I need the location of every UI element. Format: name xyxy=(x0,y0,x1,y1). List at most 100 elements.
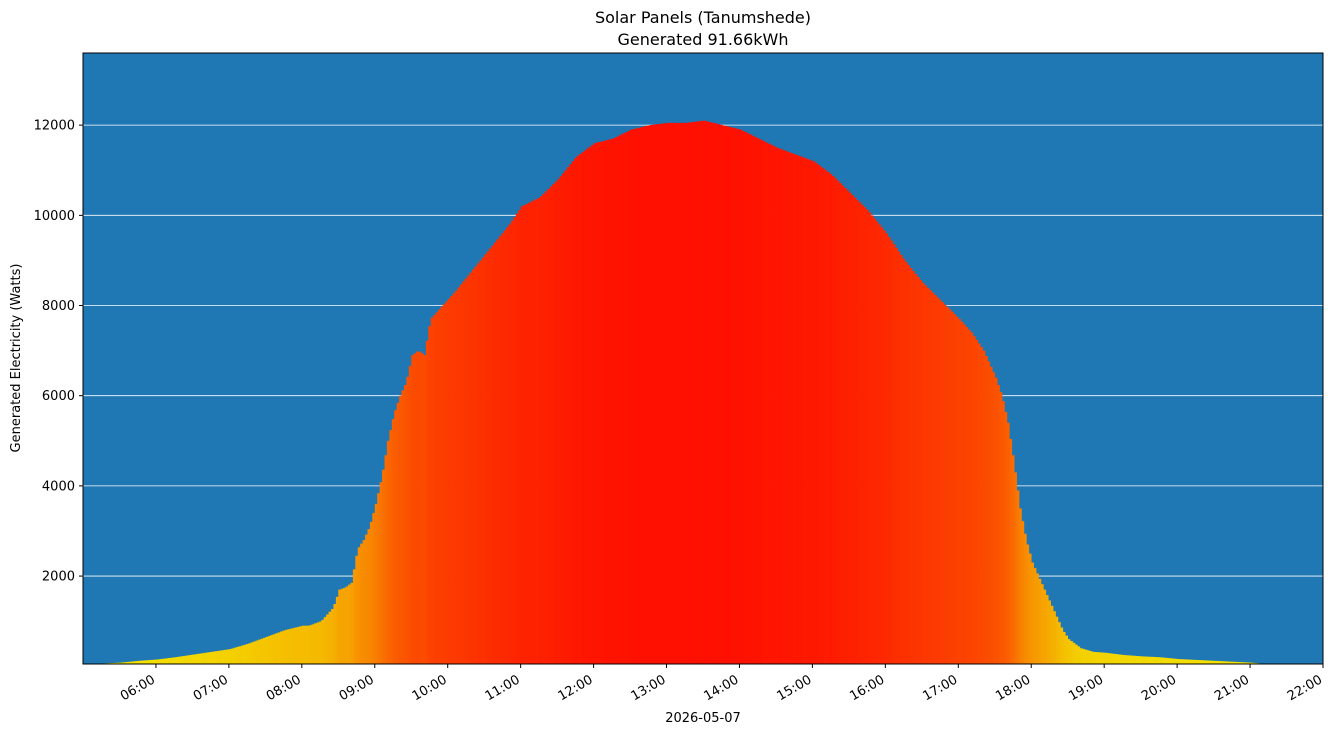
bar xyxy=(715,123,718,664)
bar xyxy=(1048,600,1051,664)
bar xyxy=(518,209,521,665)
bar xyxy=(124,662,128,664)
bar xyxy=(389,429,393,664)
bar xyxy=(425,340,429,664)
bar xyxy=(537,197,541,665)
bar xyxy=(1252,662,1256,664)
x-tick-label: 13:00 xyxy=(629,672,669,704)
bar xyxy=(615,136,619,664)
bar xyxy=(710,122,714,664)
bar xyxy=(775,147,779,664)
bar xyxy=(238,646,242,664)
bar xyxy=(279,631,283,664)
bar xyxy=(943,304,947,664)
bar xyxy=(296,626,300,664)
bar xyxy=(189,654,193,664)
bar xyxy=(136,660,140,664)
bar xyxy=(559,176,563,665)
bar xyxy=(880,227,884,665)
bar xyxy=(131,661,135,664)
y-axis: 2000 4000 6000 8000 10000 12000 xyxy=(34,119,83,585)
bar xyxy=(1026,544,1030,664)
bar xyxy=(987,361,991,664)
bar xyxy=(1206,660,1210,664)
bar xyxy=(1118,654,1122,664)
bar xyxy=(219,650,222,664)
bar xyxy=(912,270,915,664)
bar xyxy=(146,660,149,664)
bar xyxy=(1045,595,1049,664)
bar xyxy=(569,164,573,665)
bar xyxy=(469,272,473,664)
bar xyxy=(975,339,979,664)
bar xyxy=(1237,662,1241,664)
bar xyxy=(258,639,261,664)
bar xyxy=(202,653,205,664)
bar xyxy=(275,633,278,664)
bar xyxy=(1123,655,1127,664)
bar xyxy=(729,127,733,665)
bar xyxy=(313,623,317,664)
bar xyxy=(698,121,701,664)
bar xyxy=(442,304,446,664)
bar xyxy=(707,121,711,665)
x-tick-label: 06:00 xyxy=(118,672,158,704)
bar xyxy=(369,521,373,664)
bar xyxy=(1126,655,1129,664)
bar xyxy=(1016,490,1020,664)
bar xyxy=(241,645,244,664)
bar xyxy=(1089,651,1093,664)
bar xyxy=(858,202,862,665)
bar xyxy=(1228,661,1231,664)
bar xyxy=(1169,658,1173,664)
bar xyxy=(1218,661,1222,664)
bar xyxy=(141,660,145,664)
bar xyxy=(1135,655,1139,664)
bar xyxy=(452,293,456,664)
bar xyxy=(732,127,735,664)
bar xyxy=(450,296,453,664)
bar xyxy=(887,236,891,664)
bar xyxy=(819,166,823,664)
bar xyxy=(761,140,765,664)
bar xyxy=(997,384,1000,664)
x-tick-label: 16:00 xyxy=(847,672,887,704)
bar xyxy=(457,287,461,664)
y-tick-label: 8000 xyxy=(42,299,75,314)
bar xyxy=(1186,659,1190,664)
bar xyxy=(445,301,449,664)
bar xyxy=(143,660,147,664)
bar xyxy=(1116,654,1120,664)
bar xyxy=(172,657,176,664)
bar xyxy=(1109,653,1112,664)
bar xyxy=(795,154,799,664)
bar xyxy=(746,133,750,664)
bar xyxy=(955,316,959,664)
bar xyxy=(846,190,850,665)
bar xyxy=(377,493,380,664)
bar xyxy=(1079,648,1083,664)
bar xyxy=(933,294,937,664)
bar xyxy=(593,143,597,664)
bar xyxy=(1179,659,1183,664)
bar xyxy=(627,130,631,665)
bar xyxy=(1230,661,1234,664)
bar xyxy=(260,638,264,664)
x-tick-label: 19:00 xyxy=(1066,672,1106,704)
bar xyxy=(1019,508,1022,664)
bar xyxy=(822,168,825,664)
bar xyxy=(617,135,621,664)
bar xyxy=(158,659,162,664)
bar xyxy=(848,192,852,664)
bar xyxy=(1143,656,1146,664)
bar xyxy=(639,127,643,665)
bar xyxy=(165,658,169,664)
bar xyxy=(963,324,966,664)
bar xyxy=(831,175,835,664)
bar xyxy=(170,657,174,664)
bar xyxy=(856,200,859,664)
bar xyxy=(204,652,208,664)
bar xyxy=(554,181,558,665)
bar xyxy=(343,587,346,664)
bar xyxy=(182,655,186,664)
